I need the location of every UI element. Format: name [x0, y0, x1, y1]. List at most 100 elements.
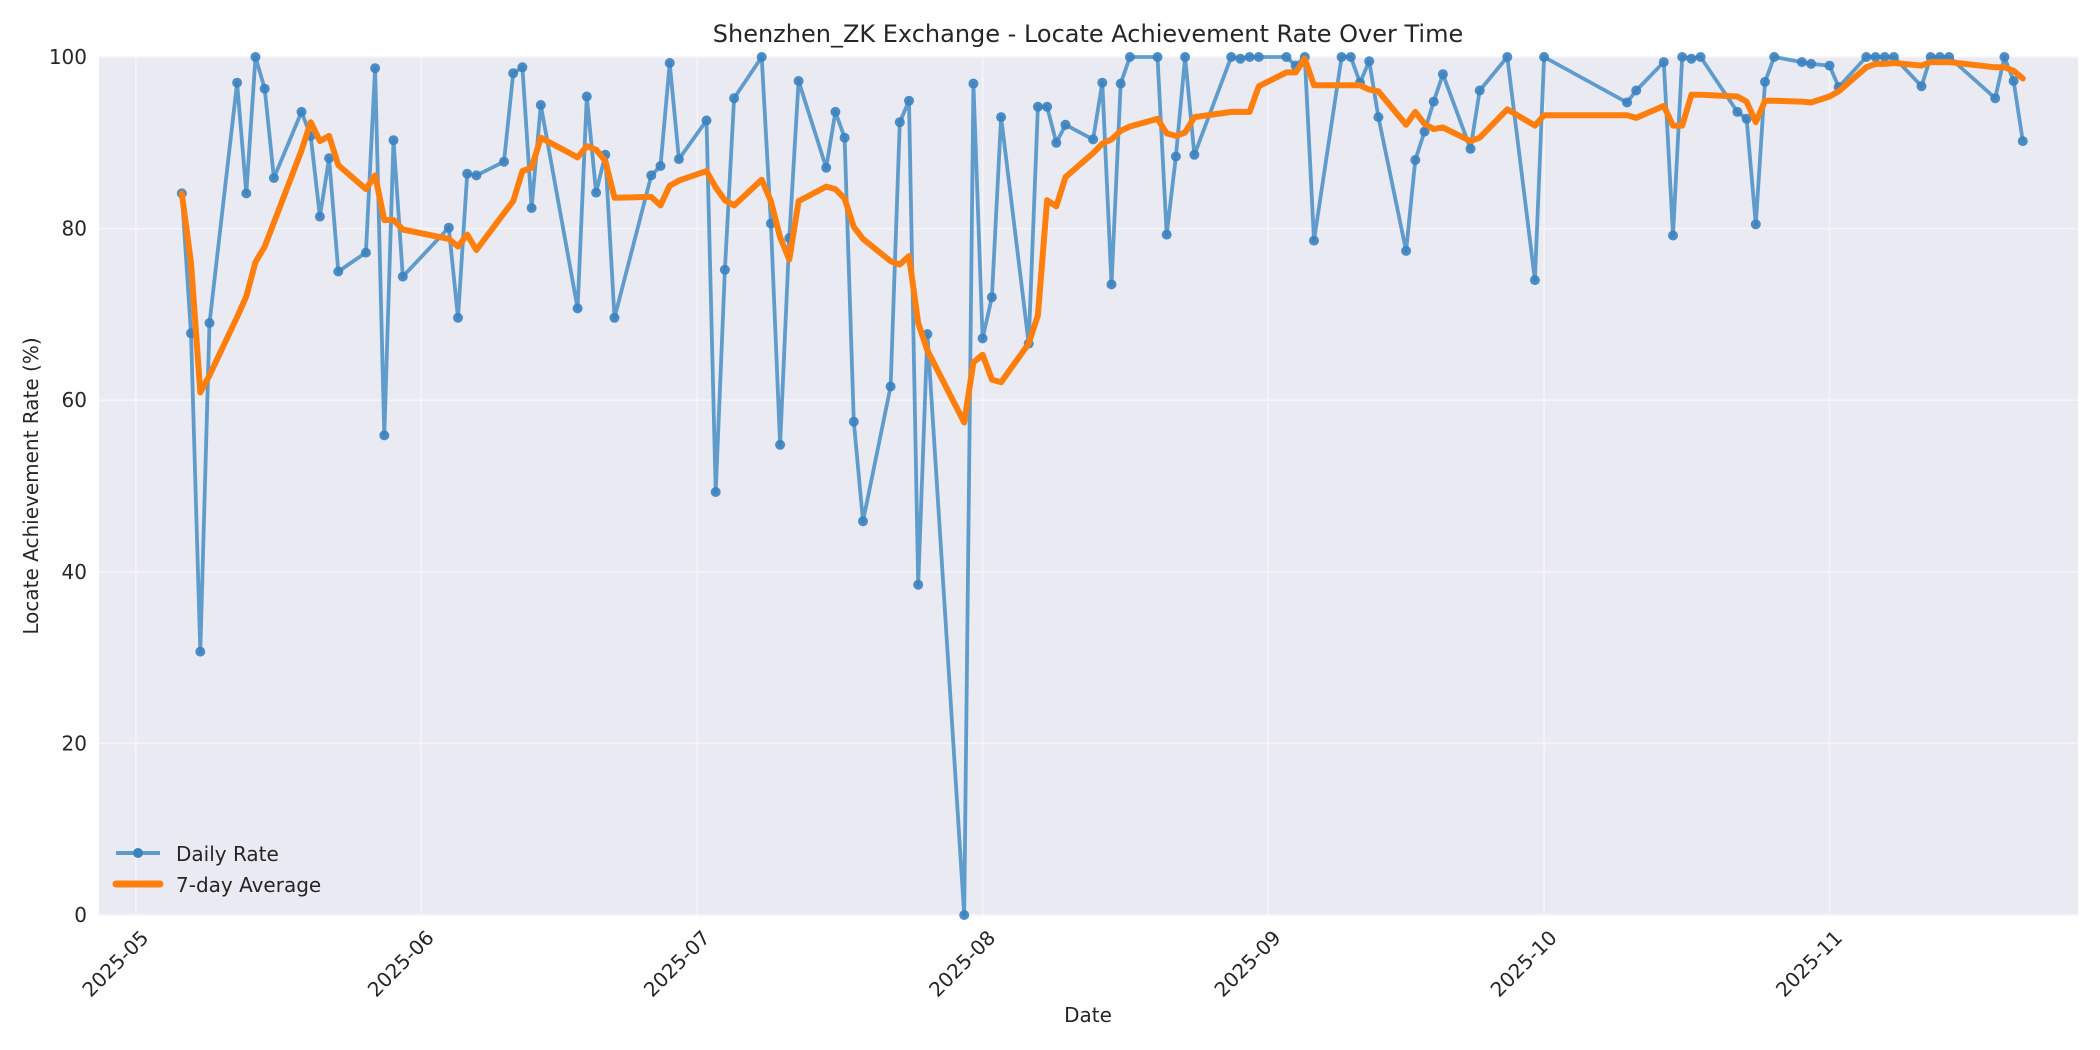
daily-rate-point [664, 58, 675, 68]
daily-rate-point [2017, 136, 2028, 147]
daily-rate-point [1042, 101, 1053, 112]
daily-rate-point [858, 516, 868, 527]
daily-rate-point [1115, 78, 1126, 89]
daily-rate-point [839, 132, 850, 143]
daily-rate-point [232, 77, 243, 88]
chart-title: Shenzhen_ZK Exchange - Locate Achievemen… [713, 20, 1464, 48]
daily-rate-point [526, 203, 537, 213]
daily-rate-point [1373, 112, 1384, 123]
daily-rate-point [1419, 126, 1430, 137]
daily-rate-point [581, 91, 592, 102]
daily-rate-point [1741, 113, 1752, 124]
daily-rate-point [1750, 219, 1761, 230]
daily-rate-point [996, 112, 1007, 123]
daily-rate-point [894, 117, 905, 128]
daily-rate-point [499, 156, 509, 167]
daily-rate-point [1769, 52, 1780, 62]
daily-rate-point [1529, 275, 1540, 286]
daily-rate-point [1888, 52, 1899, 62]
daily-rate-point [204, 318, 215, 328]
daily-rate-point [1732, 106, 1743, 117]
daily-rate-point [1870, 52, 1881, 62]
daily-rate-point [195, 646, 206, 657]
daily-rate-point [2008, 76, 2019, 86]
daily-rate-point [591, 187, 602, 198]
daily-rate-point [324, 153, 335, 164]
daily-rate-point [1622, 97, 1632, 108]
daily-rate-point [314, 211, 325, 222]
daily-rate-point [1824, 60, 1835, 71]
daily-rate-point [508, 68, 519, 79]
legend-item-7-day-average: 7-day Average [112, 873, 321, 897]
daily-rate-point [710, 487, 721, 497]
daily-rate-point [1281, 52, 1292, 62]
daily-rate-point [1345, 52, 1356, 62]
daily-rate-point [1539, 52, 1550, 62]
daily-rate-point [443, 222, 454, 233]
daily-rate-point [701, 115, 712, 126]
legend-label-daily-rate: Daily Rate [176, 842, 279, 866]
daily-rate-point [517, 62, 528, 73]
daily-rate-point [1861, 52, 1872, 62]
daily-rate-marker-icon [133, 848, 143, 858]
daily-rate-point [397, 271, 408, 282]
x-tick-label: 2025-11 [1771, 926, 1847, 1002]
daily-rate-point [360, 247, 371, 258]
daily-rate-point [535, 100, 546, 110]
daily-rate-point [904, 95, 914, 106]
x-axis-label: Date [1064, 1003, 1112, 1027]
daily-rate-point [655, 161, 666, 171]
daily-rate-point [1180, 52, 1191, 62]
daily-rate-point [1410, 155, 1421, 165]
daily-rate-point [1161, 229, 1172, 240]
y-tick-label: 100 [49, 45, 87, 69]
daily-rate-point [959, 910, 970, 920]
x-tick-label: 2025-06 [363, 926, 439, 1002]
daily-rate-point [1124, 52, 1135, 62]
daily-rate-point [1686, 53, 1697, 64]
daily-rate-point [1631, 85, 1642, 96]
daily-rate-point [379, 430, 390, 441]
daily-rate-point [1474, 85, 1485, 96]
daily-rate-point [250, 52, 261, 62]
gridlines [99, 56, 2078, 916]
seven-day-average-line [178, 55, 2026, 426]
daily-rate-point [977, 333, 988, 344]
daily-rate-point [673, 154, 684, 165]
y-tick-label: 40 [62, 560, 87, 584]
daily-rate-point [1465, 143, 1476, 154]
daily-rate-point [1668, 230, 1678, 241]
daily-rate-point [1502, 52, 1513, 62]
x-tick-label: 2025-10 [1486, 926, 1562, 1002]
daily-rate-point [1437, 69, 1448, 80]
daily-rate-point [453, 312, 463, 323]
daily-rate-point [1364, 56, 1375, 67]
x-tick-label: 2025-08 [924, 926, 1000, 1002]
daily-rate-point [1658, 57, 1669, 68]
daily-rate-point [1106, 279, 1117, 290]
x-tick-label: 2025-09 [1209, 926, 1285, 1002]
daily-rate-point [268, 173, 279, 183]
daily-rate-point [1796, 57, 1807, 68]
daily-rate-point [1060, 119, 1071, 130]
legend: Daily Rate 7-day Average [112, 842, 321, 897]
y-tick-label: 60 [62, 388, 87, 412]
daily-rate-point [241, 188, 252, 199]
daily-rate-point [968, 78, 979, 89]
plot-area [99, 57, 2078, 915]
daily-rate-point [1235, 53, 1246, 64]
daily-rate-point [775, 439, 786, 450]
daily-rate-point [333, 266, 344, 277]
y-tick-label: 0 [74, 903, 87, 927]
daily-rate-point [572, 303, 583, 314]
daily-rate-point [986, 292, 997, 303]
daily-rate-point [1428, 96, 1439, 107]
x-tick-label: 2025-05 [77, 926, 153, 1002]
y-tick-label: 80 [62, 217, 87, 241]
daily-rate-point [1916, 81, 1927, 92]
y-tick-label: 20 [62, 731, 87, 755]
y-axis-label: Locate Achievement Rate (%) [19, 337, 43, 634]
daily-rate-point [259, 83, 270, 94]
daily-rate-point [1677, 52, 1688, 62]
daily-rate-point [729, 93, 740, 104]
